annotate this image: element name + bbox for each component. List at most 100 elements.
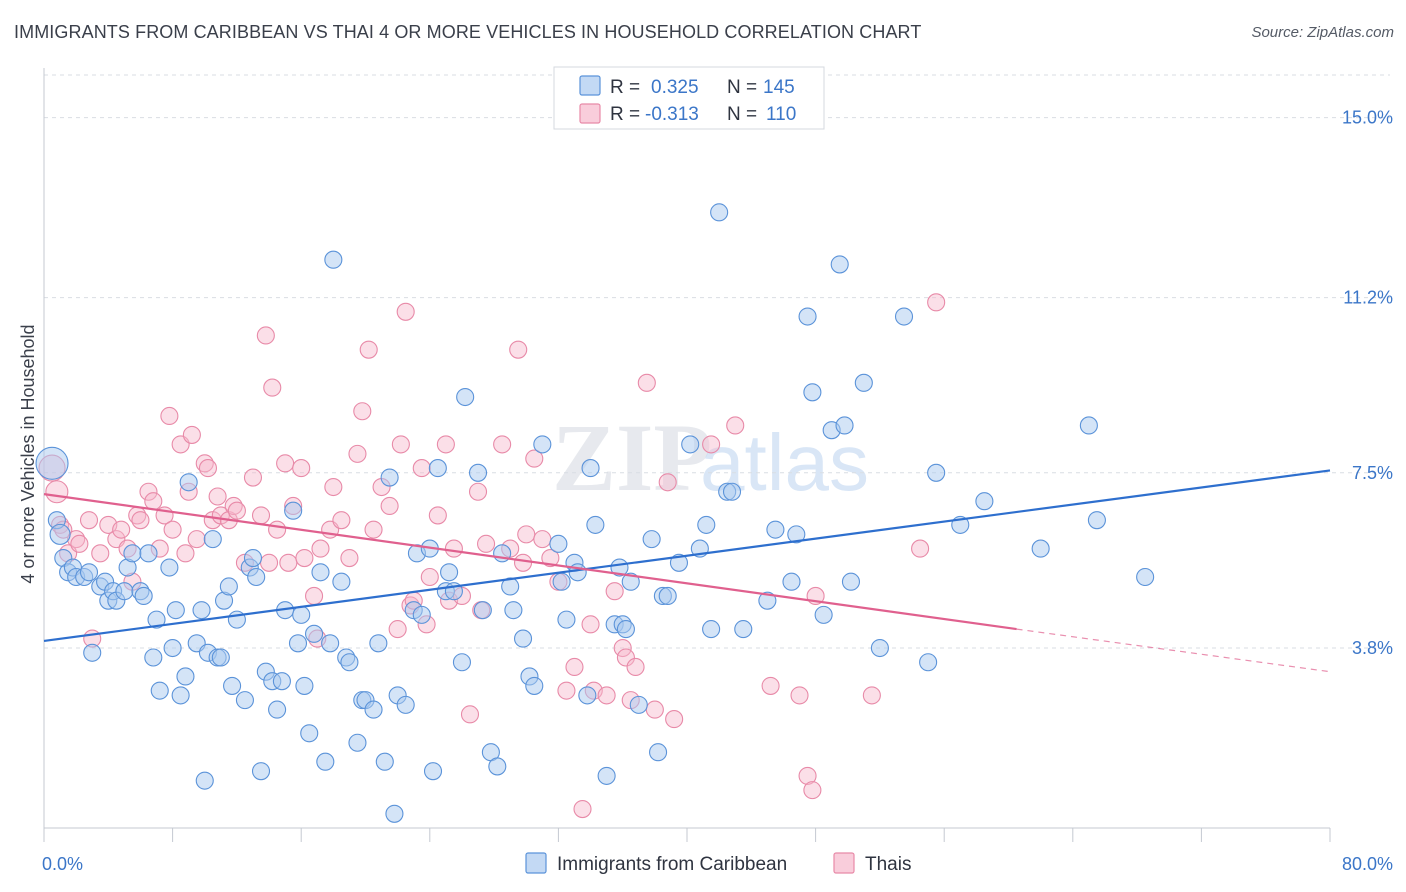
legend-swatch-thais [579, 103, 601, 124]
caribbean-point [144, 648, 163, 667]
thais-point [412, 459, 431, 478]
thais-point [798, 766, 817, 785]
caribbean-point [621, 572, 640, 591]
caribbean-point [288, 634, 308, 653]
caribbean-point [192, 601, 211, 620]
caribbean-point [975, 492, 994, 511]
caribbean-point [79, 563, 99, 582]
watermark: ZIP atlas [552, 404, 869, 511]
caribbean-point [504, 601, 523, 620]
thais-point [332, 511, 351, 530]
caribbean-point [722, 482, 742, 501]
caribbean-point [440, 563, 459, 582]
thais-point [761, 676, 780, 695]
caribbean-point [321, 634, 340, 653]
thais-point [517, 525, 536, 544]
legend-swatch-caribbean [579, 75, 601, 96]
caribbean-point [649, 743, 668, 762]
caribbean-point [150, 681, 169, 700]
caribbean-point [681, 435, 700, 454]
thais-point [348, 444, 367, 463]
caribbean-point [203, 530, 222, 549]
thais-point [436, 435, 455, 454]
x-tick-label-1: 80.0% [1342, 854, 1393, 874]
y-tick-label-1: 7.5% [1352, 463, 1393, 483]
thais-point [658, 473, 677, 492]
thais-point [227, 501, 246, 520]
caribbean-point [305, 624, 324, 643]
legend-n-label-caribbean: N = [727, 77, 762, 98]
legend-r-label-caribbean: R = [610, 77, 645, 98]
caribbean-point [171, 686, 190, 705]
trend-lines [43, 469, 1331, 673]
x-tick-label-0: 0.0% [42, 854, 83, 874]
thais-point [665, 710, 684, 729]
thais-point [163, 520, 182, 539]
caribbean-point [894, 307, 914, 326]
bottom-legend-swatch-caribbean [525, 852, 547, 874]
thais-point [573, 800, 592, 819]
legend-n-value-thais: 110 [766, 104, 796, 125]
thais-point [460, 705, 480, 724]
thais-point [493, 435, 512, 454]
thais-point [139, 482, 158, 501]
caribbean-point [284, 501, 303, 520]
caribbean-point [35, 446, 69, 480]
caribbean-point [340, 653, 359, 672]
caribbean-point [798, 307, 817, 326]
caribbean-point [581, 459, 600, 478]
caribbean-point [525, 676, 544, 695]
caribbean-point [235, 691, 254, 710]
caribbean-point [176, 667, 195, 686]
legend-n-value-caribbean: 145 [763, 77, 795, 98]
thais-point [726, 416, 745, 435]
trend-line-thais-extension [1016, 628, 1331, 673]
thais-point [645, 700, 664, 719]
caribbean-point [292, 605, 311, 624]
caribbean-point [870, 638, 889, 658]
bottom-legend-label-caribbean: Immigrants from Caribbean [557, 854, 787, 875]
caribbean-point [710, 203, 729, 222]
caribbean-point [134, 586, 153, 605]
caribbean-point [324, 250, 343, 269]
thais-point [340, 549, 359, 568]
caribbean-point [803, 383, 822, 402]
caribbean-point [364, 700, 383, 719]
caribbean-point [412, 605, 431, 624]
thais-point [391, 435, 410, 454]
thais-point [565, 657, 584, 677]
caribbean-point [147, 610, 166, 629]
caribbean-point [223, 676, 242, 695]
thais-point [131, 511, 150, 530]
thais-point [91, 544, 110, 563]
caribbean-point [211, 648, 230, 667]
caribbean-point [557, 610, 576, 629]
caribbean-point [586, 515, 605, 534]
caribbean-point [332, 572, 351, 591]
caribbean-point [272, 672, 291, 691]
caribbean-point [501, 577, 520, 596]
thais-point [557, 681, 576, 700]
caribbean-point [163, 638, 182, 658]
caribbean-point [669, 553, 689, 572]
thais-point [444, 539, 463, 558]
caribbean-point [841, 572, 861, 591]
thais-point [364, 520, 383, 539]
caribbean-point [830, 255, 849, 274]
thais-point [468, 482, 488, 501]
thais-point [295, 549, 314, 568]
thais-point [790, 686, 809, 705]
thais-point [176, 544, 195, 563]
axes [43, 68, 1331, 842]
legend-r-value-thais: -0.313 [645, 104, 699, 125]
thais-point [396, 302, 415, 321]
thais-point [927, 293, 946, 312]
thais-point [525, 449, 544, 468]
caribbean-point [468, 463, 488, 482]
thais-point [160, 406, 179, 426]
bottom-legend-label-thais: Thais [865, 854, 911, 875]
thais-point [198, 459, 218, 478]
caribbean-point [179, 473, 198, 492]
caribbean-point [854, 373, 873, 392]
caribbean-point [513, 629, 533, 648]
